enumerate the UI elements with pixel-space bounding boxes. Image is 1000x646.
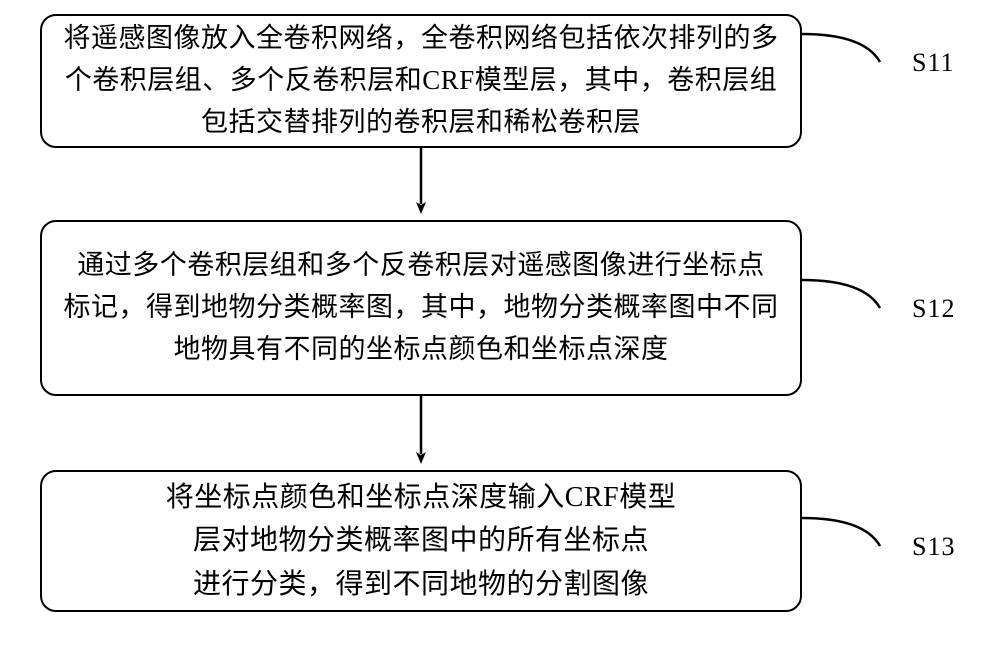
flow-node-s11-text: 将遥感图像放入全卷积网络，全卷积网络包括依次排列的多个卷积层组、多个反卷积层和C… [60,18,782,144]
flowchart-canvas: 将遥感图像放入全卷积网络，全卷积网络包括依次排列的多个卷积层组、多个反卷积层和C… [0,0,1000,646]
label-connectors [802,34,880,546]
step-label-s11: S11 [912,48,955,78]
flow-node-s13-text: 将坐标点颜色和坐标点深度输入CRF模型 层对地物分类概率图中的所有坐标点 进行分… [60,476,782,606]
step-label-s13: S13 [912,532,955,562]
connector-c11 [802,34,880,62]
flow-node-s12-text: 通过多个卷积层组和多个反卷积层对遥感图像进行坐标点 标记，得到地物分类概率图，其… [60,245,782,371]
connector-c13 [802,518,880,546]
flow-node-s12: 通过多个卷积层组和多个反卷积层对遥感图像进行坐标点 标记，得到地物分类概率图，其… [40,220,802,396]
step-label-s12: S12 [912,294,955,324]
flow-node-s11: 将遥感图像放入全卷积网络，全卷积网络包括依次排列的多个卷积层组、多个反卷积层和C… [40,14,802,148]
flow-node-s13: 将坐标点颜色和坐标点深度输入CRF模型 层对地物分类概率图中的所有坐标点 进行分… [40,470,802,612]
connector-c12 [802,280,880,308]
